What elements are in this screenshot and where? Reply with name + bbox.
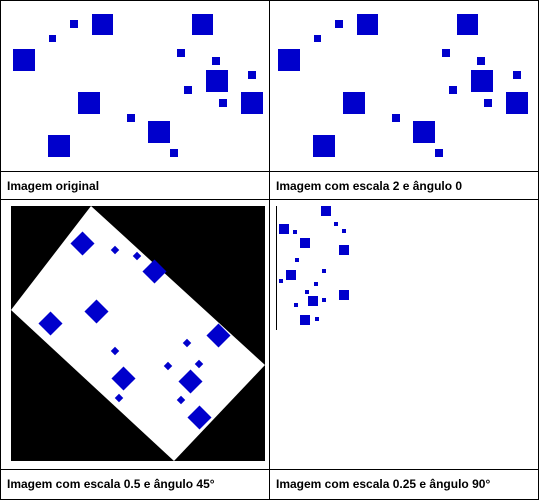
panel-original [0, 0, 270, 173]
square [334, 222, 338, 227]
square [212, 57, 220, 65]
square [308, 296, 318, 307]
square [477, 57, 485, 65]
square [506, 92, 528, 114]
square [148, 121, 170, 143]
square [513, 71, 521, 79]
square [321, 206, 331, 217]
square [48, 135, 70, 157]
square [342, 229, 346, 234]
square [300, 315, 310, 326]
square [435, 149, 443, 157]
square [314, 282, 318, 287]
caption-cell: Imagem com escala 2 e ângulo 0 [269, 171, 539, 201]
caption-cell: Imagem com escala 0.5 e ângulo 45° [0, 468, 270, 500]
square [484, 99, 492, 107]
square [278, 49, 300, 71]
caption-scale025: Imagem com escala 0.25 e ângulo 90° [276, 477, 491, 492]
original-image [1, 1, 269, 171]
square [357, 14, 378, 35]
square [305, 290, 309, 295]
square [322, 269, 326, 274]
square [177, 49, 185, 57]
square [49, 35, 56, 42]
square [300, 238, 310, 249]
square [315, 317, 319, 322]
square [413, 121, 435, 143]
square [78, 92, 100, 114]
caption-cell: Imagem com escala 0.25 e ângulo 90° [269, 468, 539, 500]
scaled-image [270, 1, 538, 171]
square [70, 20, 78, 28]
square [192, 14, 213, 35]
panel-scale05-angle45 [0, 199, 270, 470]
square [184, 86, 192, 94]
square [339, 290, 349, 301]
square [314, 35, 321, 42]
square [294, 303, 298, 308]
rotated-white-frame [11, 206, 265, 462]
square [13, 49, 35, 71]
square [293, 230, 297, 235]
panel-scale2-angle0 [269, 0, 539, 173]
square [343, 92, 365, 114]
square [335, 20, 343, 28]
square [279, 224, 289, 235]
square [286, 270, 296, 281]
square [457, 14, 478, 35]
square [279, 279, 283, 284]
rotated90-image [270, 200, 538, 468]
square [127, 114, 135, 122]
square [442, 49, 450, 57]
square [248, 71, 256, 79]
square [339, 245, 349, 256]
square [313, 135, 335, 157]
caption-cell: Imagem original [0, 171, 270, 201]
square [92, 14, 113, 35]
square [170, 149, 178, 157]
square [392, 114, 400, 122]
panel-scale025-angle90 [269, 199, 539, 470]
square [219, 99, 227, 107]
square [206, 70, 228, 92]
square [322, 298, 326, 303]
caption-scale2: Imagem com escala 2 e ângulo 0 [276, 178, 463, 193]
square [449, 86, 457, 94]
square [295, 258, 299, 263]
image-edge-line [276, 206, 277, 331]
rotated-image [1, 200, 269, 468]
caption-scale05: Imagem com escala 0.5 e ângulo 45° [7, 477, 215, 492]
caption-original: Imagem original [7, 178, 100, 193]
square [241, 92, 263, 114]
square [471, 70, 493, 92]
